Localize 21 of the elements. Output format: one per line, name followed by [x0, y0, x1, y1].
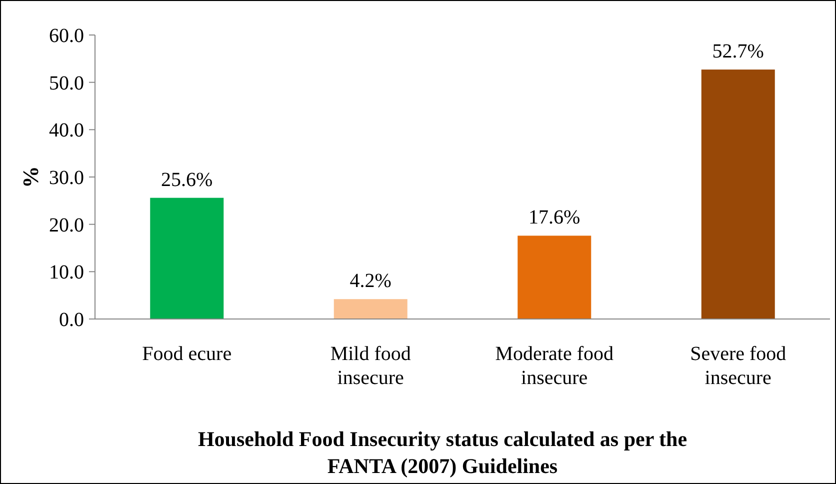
- data-label: 17.6%: [528, 206, 580, 229]
- data-label: 25.6%: [161, 168, 213, 191]
- x-tick-label: Food ecure: [142, 343, 232, 365]
- x-axis-title: Household Food Insecurity status calculated as per the FANTA (2007) Guidelines: [198, 427, 688, 478]
- data-label: 4.2%: [350, 270, 392, 292]
- bar: [150, 198, 224, 319]
- y-tick-label: 50.0: [49, 72, 84, 94]
- y-tick-label: 20.0: [49, 214, 84, 236]
- y-axis-title: %: [18, 166, 43, 188]
- x-tick-label: Moderate food insecure: [495, 343, 614, 389]
- x-tick-label: Mild food insecure: [330, 343, 411, 389]
- y-tick-label: 60.0: [49, 25, 84, 47]
- bar: [334, 299, 408, 319]
- x-tick-label: Severe food insecure: [690, 343, 786, 389]
- y-tick-label: 10.0: [49, 262, 84, 284]
- bar: [518, 236, 592, 319]
- y-tick-label: 40.0: [49, 120, 84, 142]
- y-tick-label: 0.0: [59, 309, 84, 331]
- data-label: 52.7%: [712, 40, 764, 63]
- y-tick-label: 30.0: [49, 167, 84, 189]
- bar: [701, 70, 775, 319]
